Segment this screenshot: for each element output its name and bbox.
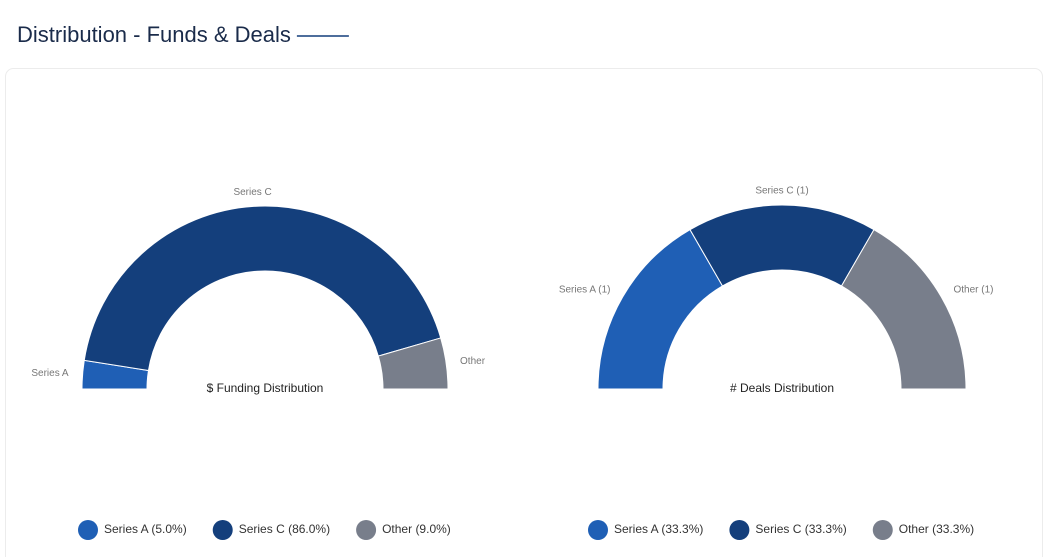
slice [83,205,442,372]
slice-label: Series A [31,368,69,379]
legend-swatch [729,520,750,540]
card [5,68,1043,557]
slice [377,337,449,390]
slice-label: Series C [233,187,271,198]
slice-label: Series A (1) [559,285,611,296]
legend-swatch [78,520,98,540]
slice-label: Other (1) [953,285,993,296]
legend-swatch [356,520,377,540]
slice-label: Series C (1) [755,186,808,197]
legend-label: Series A (5.0%) [104,522,187,536]
legend-swatch [588,520,608,540]
legend-swatch [212,520,233,540]
slice-label: Other [460,356,486,367]
slice [840,228,967,390]
legend-label: Other (9.0%) [382,522,451,536]
legend-label: Series A (33.3%) [614,522,703,536]
legend-label: Series C (86.0%) [239,522,330,536]
chart-title: $ Funding Distribution [207,381,324,395]
page-title: Distribution - Funds & Deals [17,22,291,47]
legend-label: Series C (33.3%) [755,522,846,536]
chart-title: # Deals Distribution [730,381,834,395]
legend-swatch [872,520,893,540]
legend-label: Other (33.3%) [899,522,974,536]
